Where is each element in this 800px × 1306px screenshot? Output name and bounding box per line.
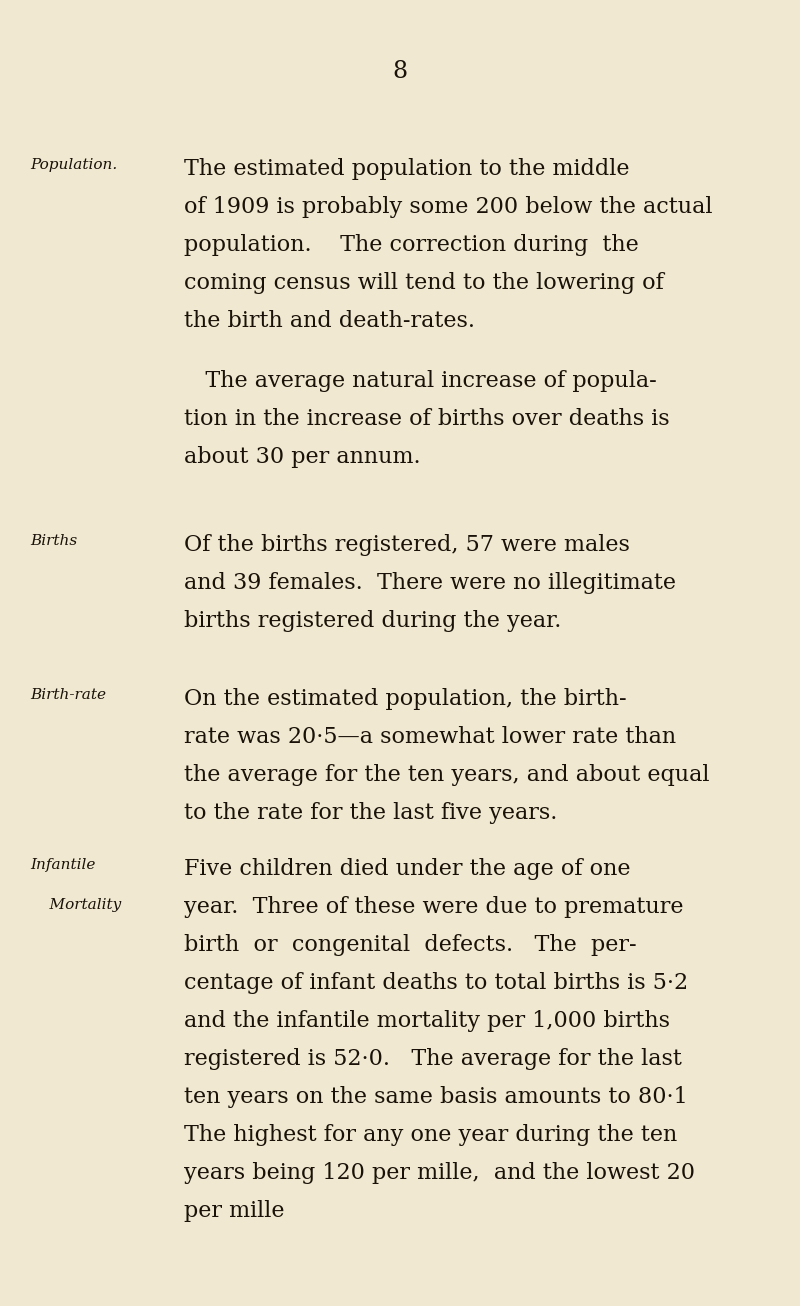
Text: the birth and death-rates.: the birth and death-rates.	[184, 310, 475, 332]
Text: Mortality: Mortality	[30, 899, 122, 912]
Text: population.    The correction during  the: population. The correction during the	[184, 234, 638, 256]
Text: Of the births registered, 57 were males: Of the births registered, 57 were males	[184, 534, 630, 556]
Text: rate was 20·5—a somewhat lower rate than: rate was 20·5—a somewhat lower rate than	[184, 726, 676, 748]
Text: per mille: per mille	[184, 1200, 285, 1222]
Text: the average for the ten years, and about equal: the average for the ten years, and about…	[184, 764, 710, 786]
Text: Infantile: Infantile	[30, 858, 96, 872]
Text: The estimated population to the middle: The estimated population to the middle	[184, 158, 630, 180]
Text: 8: 8	[393, 60, 407, 84]
Text: centage of infant deaths to total births is 5·2: centage of infant deaths to total births…	[184, 972, 688, 994]
Text: of 1909 is probably some 200 below the actual: of 1909 is probably some 200 below the a…	[184, 196, 713, 218]
Text: registered is 52·0.   The average for the last: registered is 52·0. The average for the …	[184, 1047, 682, 1070]
Text: about 30 per annum.: about 30 per annum.	[184, 447, 421, 468]
Text: year.  Three of these were due to premature: year. Three of these were due to prematu…	[184, 896, 683, 918]
Text: years being 120 per mille,  and the lowest 20: years being 120 per mille, and the lowes…	[184, 1162, 695, 1185]
Text: Birth-rate: Birth-rate	[30, 688, 106, 703]
Text: The average natural increase of popula-: The average natural increase of popula-	[184, 370, 657, 392]
Text: Five children died under the age of one: Five children died under the age of one	[184, 858, 630, 880]
Text: births registered during the year.: births registered during the year.	[184, 610, 562, 632]
Text: birth  or  congenital  defects.   The  per-: birth or congenital defects. The per-	[184, 934, 637, 956]
Text: Births: Births	[30, 534, 78, 549]
Text: Population.: Population.	[30, 158, 118, 172]
Text: The highest for any one year during the ten: The highest for any one year during the …	[184, 1124, 678, 1145]
Text: and 39 females.  There were no illegitimate: and 39 females. There were no illegitima…	[184, 572, 676, 594]
Text: and the infantile mortality per 1,000 births: and the infantile mortality per 1,000 bi…	[184, 1010, 670, 1032]
Text: tion in the increase of births over deaths is: tion in the increase of births over deat…	[184, 407, 670, 430]
Text: On the estimated population, the birth-: On the estimated population, the birth-	[184, 688, 626, 710]
Text: to the rate for the last five years.: to the rate for the last five years.	[184, 802, 558, 824]
Text: coming census will tend to the lowering of: coming census will tend to the lowering …	[184, 272, 664, 294]
Text: ten years on the same basis amounts to 80·1: ten years on the same basis amounts to 8…	[184, 1087, 688, 1107]
